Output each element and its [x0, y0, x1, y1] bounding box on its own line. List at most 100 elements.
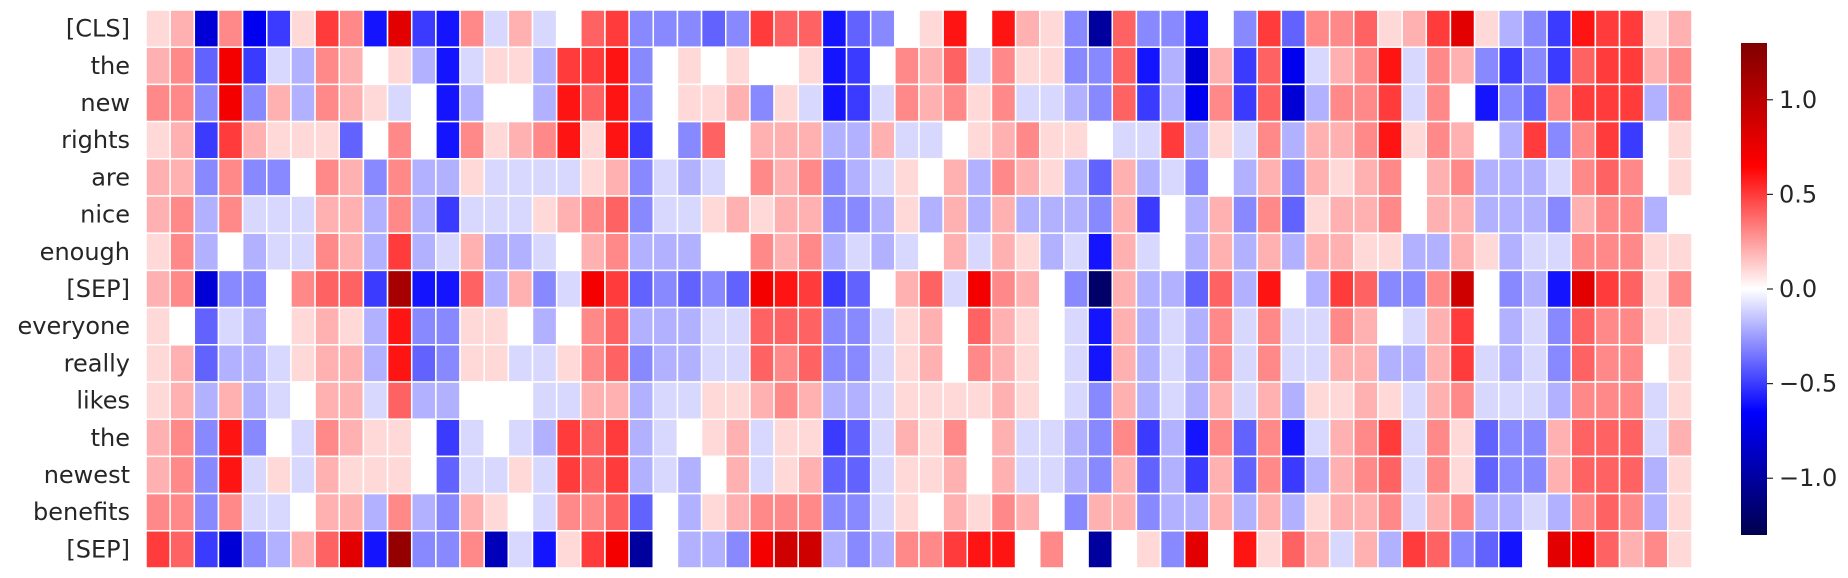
heatmap-cell [555, 195, 582, 234]
heatmap-cell [1087, 195, 1113, 234]
heatmap-cell [1449, 381, 1476, 420]
heatmap-cell [1546, 83, 1572, 123]
heatmap-cell [362, 158, 389, 197]
heatmap-cell [1232, 455, 1258, 495]
heatmap-cell [1425, 158, 1452, 197]
heatmap-cell [676, 381, 703, 420]
heatmap-cell [1232, 269, 1258, 309]
heatmap-cell [1473, 344, 1500, 383]
heatmap-cell [773, 232, 799, 272]
heatmap-cell [1473, 530, 1500, 569]
heatmap-cell [652, 269, 679, 309]
heatmap-cell [1014, 306, 1041, 346]
heatmap-cell [1353, 418, 1379, 458]
heatmap-cell [1449, 455, 1476, 495]
heatmap-cell [145, 9, 171, 48]
heatmap-cell [845, 269, 872, 309]
heatmap-cell [1328, 232, 1355, 272]
heatmap-cell [1208, 530, 1234, 569]
heatmap-cell [652, 306, 679, 346]
heatmap-cell [386, 195, 413, 234]
heatmap-cell [1618, 344, 1645, 383]
heatmap-cell [1280, 83, 1307, 123]
heatmap-cell [435, 381, 461, 420]
heatmap-cell [1111, 530, 1138, 569]
heatmap-cell [652, 418, 679, 458]
heatmap-cell [869, 232, 896, 272]
heatmap-cell [338, 83, 365, 123]
heatmap-cell [1618, 9, 1645, 48]
heatmap-cell [1618, 418, 1645, 458]
heatmap-cell [580, 530, 606, 569]
heatmap-cell [531, 269, 558, 309]
heatmap-cell [217, 46, 244, 86]
heatmap-cell [1159, 455, 1186, 495]
heatmap-cell [386, 269, 413, 309]
heatmap-cell [845, 455, 872, 495]
heatmap-cell [580, 306, 606, 346]
heatmap-cell [290, 381, 316, 420]
heatmap-cell [266, 158, 292, 197]
heatmap-cell [169, 195, 196, 234]
heatmap-cell [1449, 530, 1476, 569]
heatmap-cell [966, 455, 993, 495]
heatmap-cell [290, 455, 316, 495]
heatmap-cell [1498, 46, 1524, 86]
heatmap-cell [145, 381, 171, 420]
heatmap-cell [241, 158, 268, 197]
heatmap-cell [169, 418, 196, 458]
heatmap-cell [1377, 195, 1403, 234]
heatmap-cell [1183, 269, 1210, 309]
heatmap-cell [894, 120, 920, 160]
heatmap-cell [676, 306, 703, 346]
heatmap-cell [169, 83, 196, 123]
heatmap-cell [362, 306, 389, 346]
heatmap-cell [483, 344, 510, 383]
heatmap-cell [628, 120, 655, 160]
heatmap-cell [435, 418, 461, 458]
heatmap-cell [507, 492, 534, 532]
heatmap-cell [1256, 158, 1283, 197]
heatmap-cell [1183, 455, 1210, 495]
heatmap-cell [749, 269, 775, 309]
heatmap-cell [338, 492, 365, 532]
heatmap-cell [1522, 232, 1548, 272]
heatmap-cell [1473, 158, 1500, 197]
heatmap-cell [290, 492, 316, 532]
heatmap-cell [725, 120, 751, 160]
heatmap-cell [845, 306, 872, 346]
heatmap-cell [1425, 418, 1452, 458]
heatmap-cell [652, 381, 679, 420]
heatmap-cell [1208, 455, 1234, 495]
heatmap-cell [700, 344, 727, 383]
heatmap-cell [1208, 195, 1234, 234]
heatmap-cell [918, 46, 944, 86]
heatmap-cell [894, 83, 920, 123]
heatmap-cell [580, 120, 606, 160]
heatmap-cell [1498, 530, 1524, 569]
heatmap-cell [1425, 306, 1452, 346]
heatmap-cell [1377, 120, 1403, 160]
heatmap-cell [1498, 418, 1524, 458]
heatmap-cell [1159, 9, 1186, 48]
heatmap-cell [1280, 269, 1307, 309]
heatmap-cell [1328, 120, 1355, 160]
heatmap-cell [652, 83, 679, 123]
heatmap-cell [773, 344, 799, 383]
heatmap-cell [1280, 381, 1307, 420]
heatmap-cell [483, 381, 510, 420]
heatmap-cell [314, 83, 340, 123]
heatmap-cell [1570, 46, 1597, 86]
heatmap-cell [1135, 120, 1162, 160]
heatmap-cell [362, 232, 389, 272]
heatmap-cell [894, 381, 920, 420]
heatmap-cell [193, 418, 220, 458]
heatmap-cell [1087, 418, 1113, 458]
heatmap-cell [1304, 158, 1331, 197]
heatmap-cell [362, 455, 389, 495]
heatmap-cell [1014, 195, 1041, 234]
heatmap-cell [290, 530, 316, 569]
heatmap-cell [386, 455, 413, 495]
heatmap-cell [1111, 195, 1138, 234]
heatmap-cell [894, 158, 920, 197]
